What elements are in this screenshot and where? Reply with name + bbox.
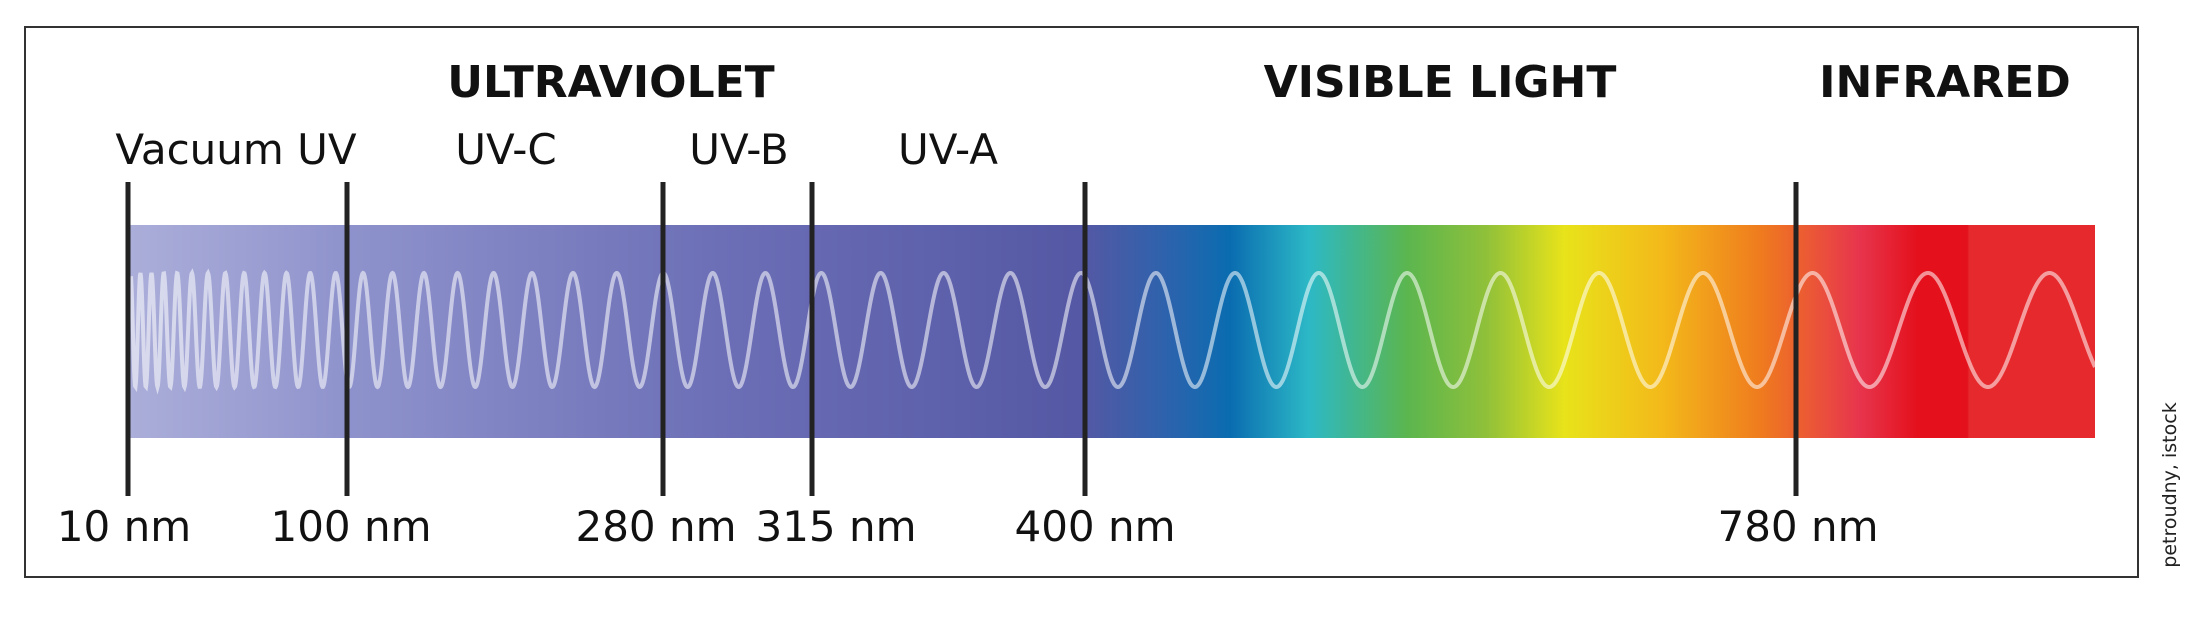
band-label: Vacuum UV bbox=[115, 125, 357, 174]
band-label: UV-C bbox=[455, 125, 557, 174]
boundary-label: 100 nm bbox=[270, 502, 431, 551]
frame bbox=[24, 26, 2139, 578]
boundary-lines bbox=[125, 182, 1799, 496]
boundary-label: 400 nm bbox=[1014, 502, 1175, 551]
boundary-label: 315 nm bbox=[755, 502, 916, 551]
boundary-label: 780 nm bbox=[1717, 502, 1878, 551]
boundary-label: 10 nm bbox=[57, 502, 191, 551]
band-label: UV-B bbox=[689, 125, 788, 174]
spectrum-band bbox=[129, 225, 2095, 438]
credit: petroudny, istock bbox=[2159, 402, 2181, 567]
band-label: UV-A bbox=[898, 125, 998, 174]
region-label: ULTRAVIOLET bbox=[447, 57, 774, 108]
region-label: VISIBLE LIGHT bbox=[1264, 57, 1617, 108]
labels: ULTRAVIOLET VISIBLE LIGHT INFRARED Vacuum U… bbox=[57, 57, 2071, 551]
region-label: INFRARED bbox=[1819, 57, 2071, 108]
boundary-label: 280 nm bbox=[575, 502, 736, 551]
wave bbox=[129, 268, 2097, 395]
